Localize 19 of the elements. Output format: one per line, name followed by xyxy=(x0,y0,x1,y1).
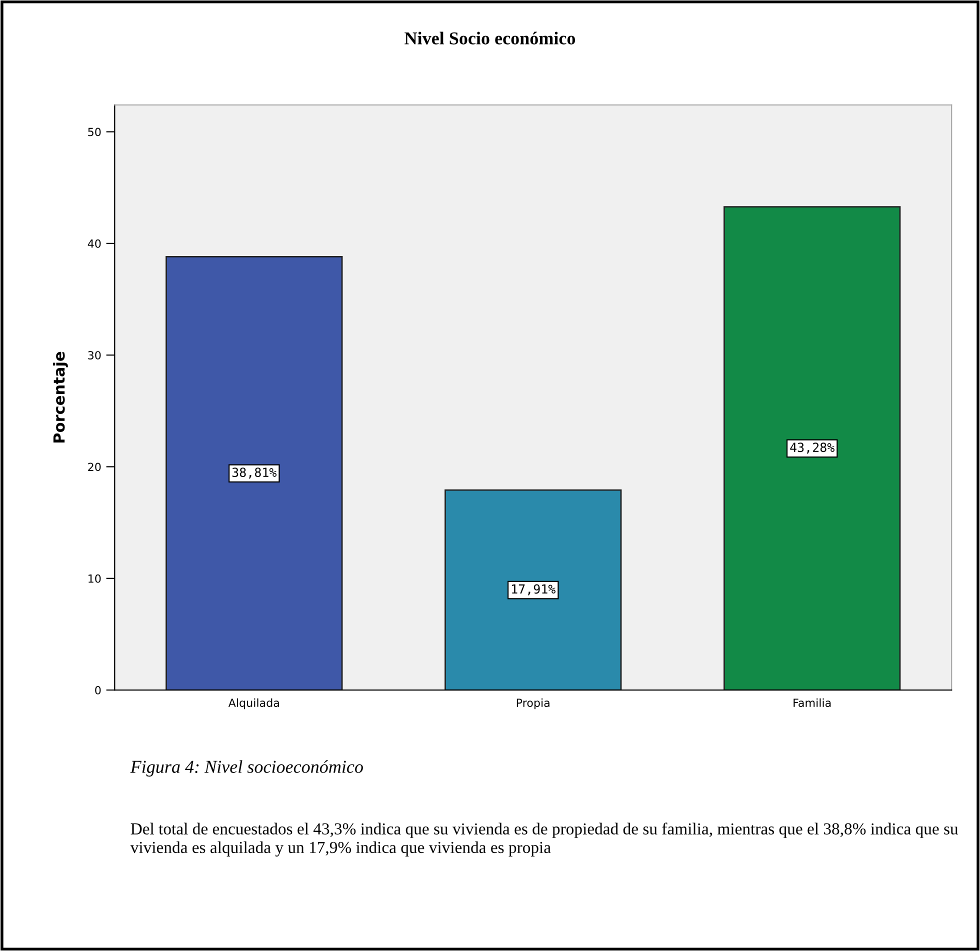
data-label: 43,28% xyxy=(790,442,834,454)
bar xyxy=(444,489,622,690)
text: Figura 4: Nivel socioeconómico xyxy=(130,760,363,777)
y-tick-label: 10 xyxy=(88,574,101,583)
bar xyxy=(166,256,343,690)
text: Del total de encuestados el 43,3% indica que su vivienda es de propiedad de su familia, mientras que el 38,8% indica que su vivienda es alquilada y un 17,9% indica que vivienda es propia xyxy=(130,822,958,857)
y-tick-label: 50 xyxy=(88,128,101,136)
y-axis-title: Porcentaje xyxy=(52,352,68,442)
x-tick-label: Familia xyxy=(794,698,831,707)
x-tick-label: Propia xyxy=(516,698,550,710)
chart-title: Nivel Socio económico xyxy=(404,32,576,44)
y-tick-label: 30 xyxy=(88,351,101,360)
y-tick-label: 20 xyxy=(88,462,101,472)
data-label: 17,91% xyxy=(512,584,556,596)
x-tick-label: Alquilada xyxy=(228,698,279,710)
data-label: 38,81% xyxy=(232,468,277,479)
bar xyxy=(724,206,901,690)
y-tick-label: 40 xyxy=(88,239,101,248)
y-tick-label: 0 xyxy=(95,686,101,694)
